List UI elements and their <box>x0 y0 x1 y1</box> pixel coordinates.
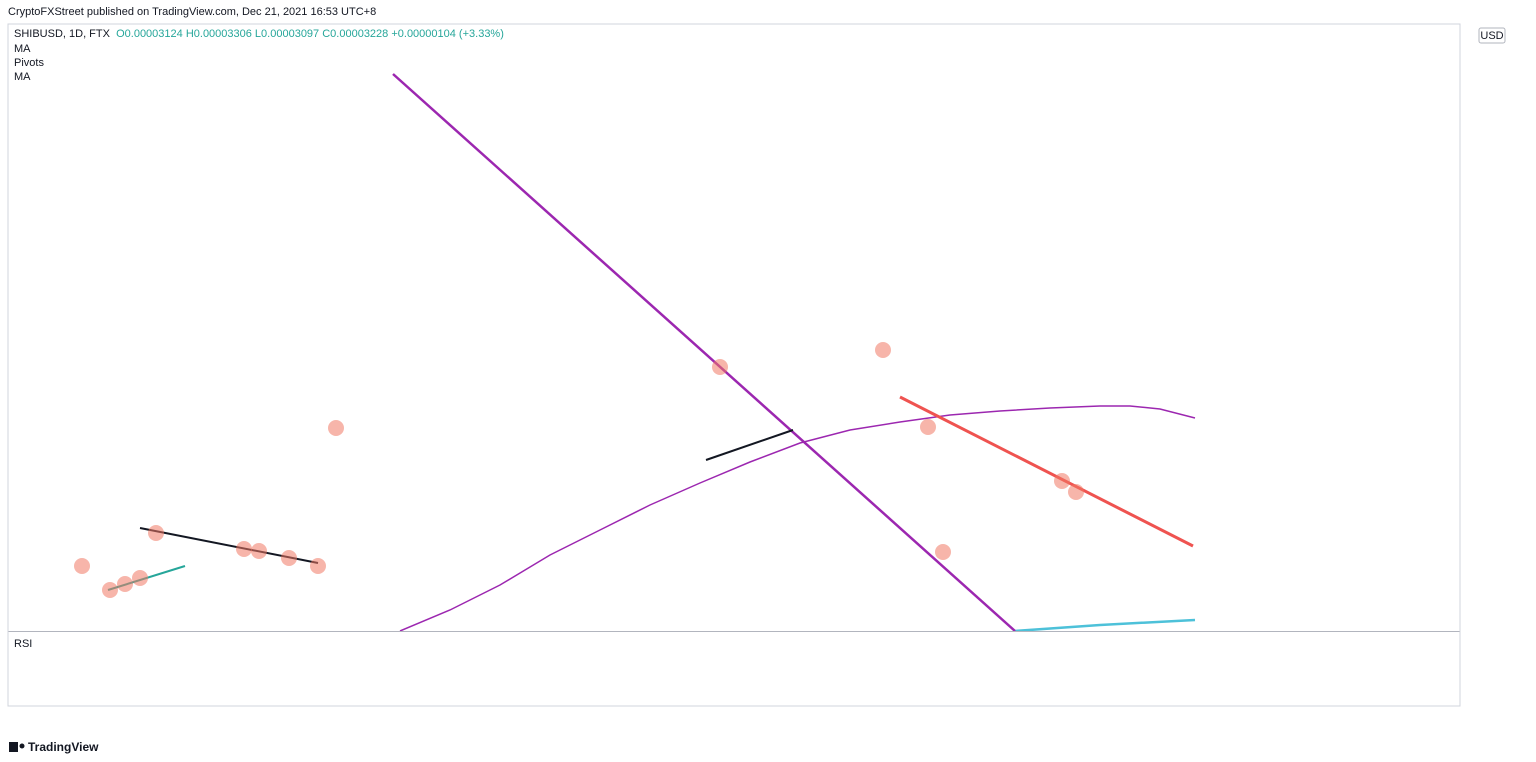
indicator-label: MA <box>14 71 31 83</box>
tradingview-logo <box>9 742 25 752</box>
published-note: CryptoFXStreet published on TradingView.… <box>8 6 377 18</box>
rsi-label: RSI <box>14 638 33 650</box>
drawings <box>74 73 1196 631</box>
moving-average <box>1014 618 1196 631</box>
ohlc: O0.00003124 H0.00003306 L0.00003097 C0.0… <box>116 28 504 40</box>
footer-brand: TradingView <box>28 740 99 754</box>
symbol: SHIBUSD, 1D, FTX <box>14 28 110 40</box>
indicator-label: MA <box>14 43 31 55</box>
indicator-label: Pivots <box>14 57 44 69</box>
trend-line <box>392 73 1016 631</box>
trend-line <box>705 429 794 461</box>
currency: USD <box>1480 30 1503 42</box>
highlight-circles <box>74 342 1084 598</box>
symbol-legend: SHIBUSD, 1D, FTX O0.00003124 H0.00003306… <box>14 28 504 40</box>
trend-line <box>899 395 1194 548</box>
moving-average <box>399 405 1196 631</box>
currency-box <box>1478 27 1506 44</box>
chart-frame <box>7 23 1461 707</box>
